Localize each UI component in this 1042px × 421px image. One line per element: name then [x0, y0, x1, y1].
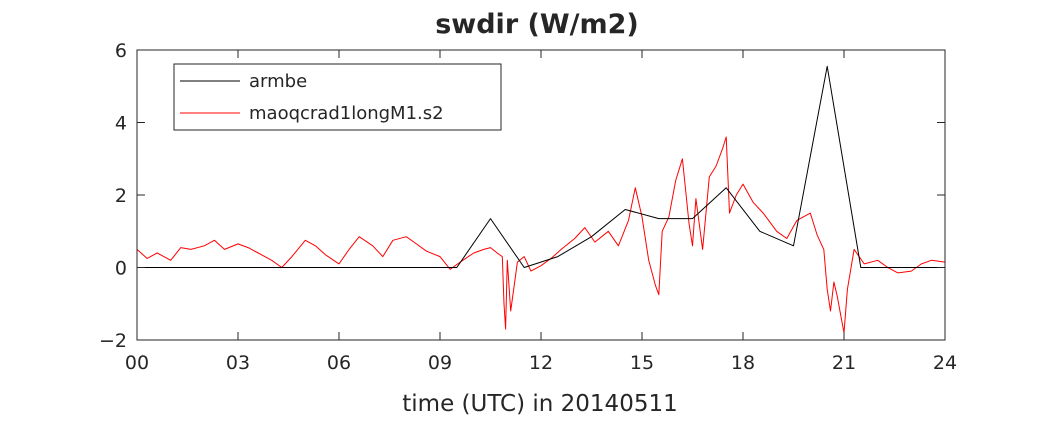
y-tick-label: 2	[115, 185, 127, 207]
x-tick-label: 09	[428, 352, 452, 374]
x-tick-label: 21	[832, 352, 856, 374]
y-tick-label: 6	[115, 40, 127, 62]
legend-label-armbe: armbe	[249, 71, 307, 92]
x-tick-label: 00	[125, 352, 149, 374]
legend: armbe maoqcrad1longM1.s2	[173, 63, 502, 131]
series-layer	[136, 65, 946, 334]
x-tick-label: 24	[933, 352, 957, 374]
series-line-armbe	[137, 65, 945, 268]
x-tick-label: 15	[630, 352, 654, 374]
series-line-maoqcrad	[136, 136, 946, 334]
x-tick-label: 06	[327, 352, 351, 374]
chart-title: swdir (W/m2)	[435, 9, 639, 40]
y-tick-label: 4	[115, 113, 127, 135]
x-tick-label: 12	[529, 352, 553, 374]
x-tick-label: 03	[226, 352, 250, 374]
x-tick-label: 18	[731, 352, 755, 374]
legend-box	[173, 63, 502, 131]
x-axis-label: time (UTC) in 20140511	[402, 391, 677, 417]
y-tick-label: −2	[99, 330, 127, 352]
legend-label-maoqcrad: maoqcrad1longM1.s2	[249, 103, 444, 124]
y-tick-label: 0	[115, 258, 127, 280]
